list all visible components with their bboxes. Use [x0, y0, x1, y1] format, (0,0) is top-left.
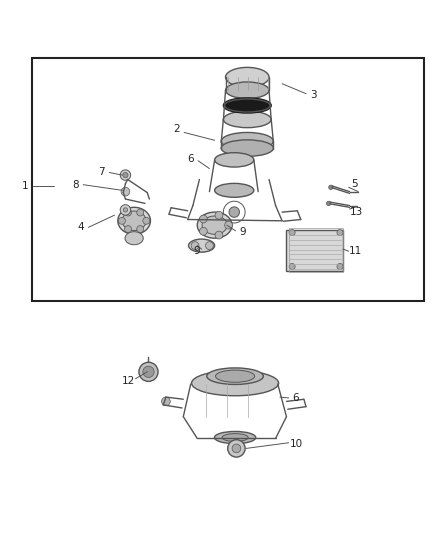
- Ellipse shape: [202, 216, 227, 235]
- Circle shape: [121, 187, 130, 196]
- Text: 11: 11: [349, 246, 362, 256]
- Ellipse shape: [188, 239, 215, 252]
- Ellipse shape: [221, 140, 273, 156]
- Circle shape: [328, 185, 333, 189]
- Circle shape: [124, 209, 131, 216]
- Ellipse shape: [224, 99, 270, 112]
- Text: 3: 3: [311, 90, 317, 100]
- Ellipse shape: [118, 207, 150, 235]
- Text: 10: 10: [290, 439, 303, 449]
- Text: 5: 5: [351, 179, 358, 189]
- Circle shape: [123, 208, 127, 212]
- Ellipse shape: [223, 111, 271, 128]
- Circle shape: [124, 225, 131, 232]
- Circle shape: [120, 205, 131, 215]
- Ellipse shape: [226, 82, 269, 99]
- Ellipse shape: [191, 370, 279, 396]
- Text: 1: 1: [22, 181, 28, 191]
- Circle shape: [191, 241, 199, 249]
- Ellipse shape: [125, 232, 143, 245]
- Circle shape: [139, 362, 158, 382]
- Circle shape: [199, 215, 207, 223]
- Circle shape: [232, 444, 241, 453]
- Ellipse shape: [215, 370, 254, 382]
- Ellipse shape: [215, 152, 254, 167]
- Circle shape: [215, 231, 223, 239]
- Circle shape: [137, 225, 144, 232]
- Circle shape: [123, 173, 128, 177]
- Circle shape: [337, 230, 343, 236]
- Ellipse shape: [221, 133, 273, 150]
- Ellipse shape: [226, 67, 269, 87]
- Ellipse shape: [215, 183, 254, 197]
- Text: 8: 8: [72, 180, 79, 190]
- Text: 12: 12: [122, 376, 135, 385]
- Circle shape: [326, 201, 331, 206]
- Text: 7: 7: [98, 167, 105, 176]
- Circle shape: [137, 209, 144, 216]
- Circle shape: [337, 263, 343, 270]
- Circle shape: [143, 366, 154, 377]
- Circle shape: [229, 207, 240, 217]
- Circle shape: [118, 217, 125, 224]
- Ellipse shape: [122, 211, 146, 231]
- Bar: [286, 230, 343, 271]
- Circle shape: [199, 228, 207, 235]
- Circle shape: [143, 217, 150, 224]
- Circle shape: [289, 263, 295, 270]
- Text: 4: 4: [77, 222, 84, 232]
- Circle shape: [225, 221, 233, 229]
- Ellipse shape: [207, 368, 263, 384]
- Circle shape: [162, 397, 170, 406]
- Circle shape: [215, 211, 223, 219]
- Circle shape: [205, 241, 213, 249]
- Bar: [32, 58, 424, 301]
- Circle shape: [228, 440, 245, 457]
- Circle shape: [289, 230, 295, 236]
- Text: 9: 9: [240, 227, 246, 237]
- Text: 6: 6: [187, 154, 194, 164]
- Circle shape: [120, 170, 131, 180]
- Ellipse shape: [197, 212, 232, 238]
- Ellipse shape: [222, 434, 248, 441]
- Bar: [289, 228, 343, 272]
- Text: 6: 6: [293, 393, 299, 403]
- Text: 13: 13: [350, 207, 363, 217]
- Ellipse shape: [215, 431, 256, 443]
- Text: 9: 9: [193, 246, 200, 256]
- Text: 2: 2: [173, 124, 180, 134]
